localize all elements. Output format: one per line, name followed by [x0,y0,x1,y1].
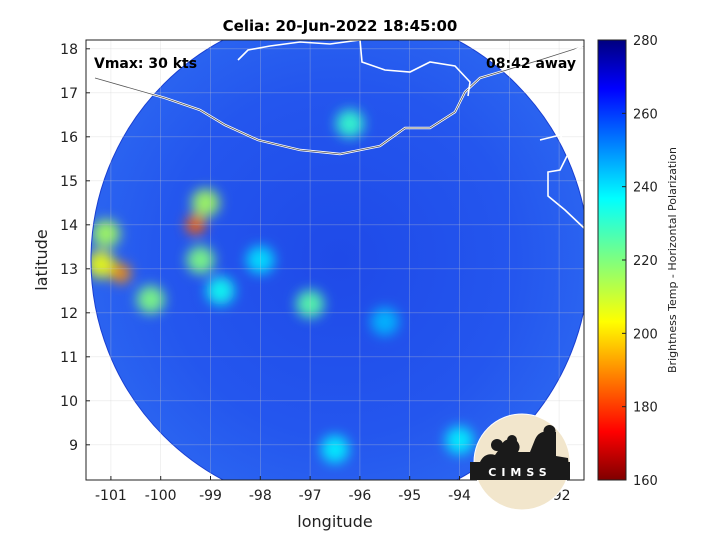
cold-feature [296,290,325,318]
x-tick-label: -98 [249,488,272,504]
y-tick-label: 17 [60,86,78,102]
cold-feature [136,285,165,314]
border-line-3 [539,134,584,229]
logo-dish-2 [507,435,517,445]
vmax-annotation: Vmax: 30 kts [94,56,197,72]
y-tick-label: 13 [60,262,78,278]
cold-features [90,109,474,464]
y-axis-label: latitude [32,229,51,290]
logo-tower-tank [543,425,556,437]
swath-disc [91,40,584,480]
x-tick-label: -99 [199,488,222,504]
y-tick-label: 11 [60,350,78,366]
logo-text: CIMSS [488,466,551,479]
colorbar-ticks: 160 180 200 220 240 260 280 [622,34,658,489]
y-tick-label: 12 [60,306,78,322]
colorbar-label: Brightness Temp - Horizontal Polarizatio… [666,147,679,373]
x-axis-label: longitude [297,512,372,531]
logo-band [470,462,570,480]
colorbar-tick-label: 220 [633,254,658,269]
swath-layer [90,40,584,480]
coastline-inner [94,45,584,155]
swath-edge [90,40,584,480]
time-away-annotation: 08:42 away [486,56,576,72]
colorbar [597,39,627,481]
cold-feature [445,426,474,455]
x-tick-label: -100 [145,488,177,504]
colorbar-tick-label: 200 [633,327,658,342]
grid-lines [86,40,584,480]
cold-feature [91,219,120,248]
y-tick-label: 15 [60,174,78,190]
x-tick-label: -96 [348,488,371,504]
border-line-4 [559,44,584,61]
cold-feature [321,435,349,464]
cold-feature [335,109,364,138]
x-tick-label: -97 [299,488,322,504]
cold-feature [191,188,220,217]
cold-feature [246,246,275,274]
cold-feature [370,307,399,336]
y-tick-label: 16 [60,130,78,146]
colorbar-tick-label: 180 [633,401,658,416]
y-tick-label: 14 [60,218,78,234]
coastline-layer [94,40,584,229]
logo-dish-1 [491,439,503,451]
plot-frame [85,39,585,481]
cold-feature [185,214,206,235]
y-tick-label: 9 [69,438,78,454]
colorbar-tick-label: 260 [633,107,658,122]
cold-feature [206,276,235,305]
x-tick-label: -95 [398,488,421,504]
cold-feature [186,246,215,274]
axis-ticks: -101-100-99-98-97-96-95-94-93-9291011121… [60,42,570,504]
border-line-1 [237,40,361,61]
y-tick-label: 10 [60,394,78,410]
y-tick-label: 18 [60,42,78,58]
plot-area [86,40,584,480]
cimss-logo: CIMSS [470,413,571,511]
x-tick-label: -94 [448,488,471,504]
cold-feature [90,250,115,279]
chart-title: Celia: 20-Jun-2022 18:45:00 [223,17,458,35]
x-tick-label: -101 [95,488,127,504]
border-line-2 [359,40,471,97]
colorbar-tick-label: 160 [633,474,658,489]
cold-feature [110,263,131,284]
colorbar-tick-label: 280 [633,34,658,49]
colorbar-tick-label: 240 [633,181,658,196]
logo-tower-stem [548,438,551,460]
